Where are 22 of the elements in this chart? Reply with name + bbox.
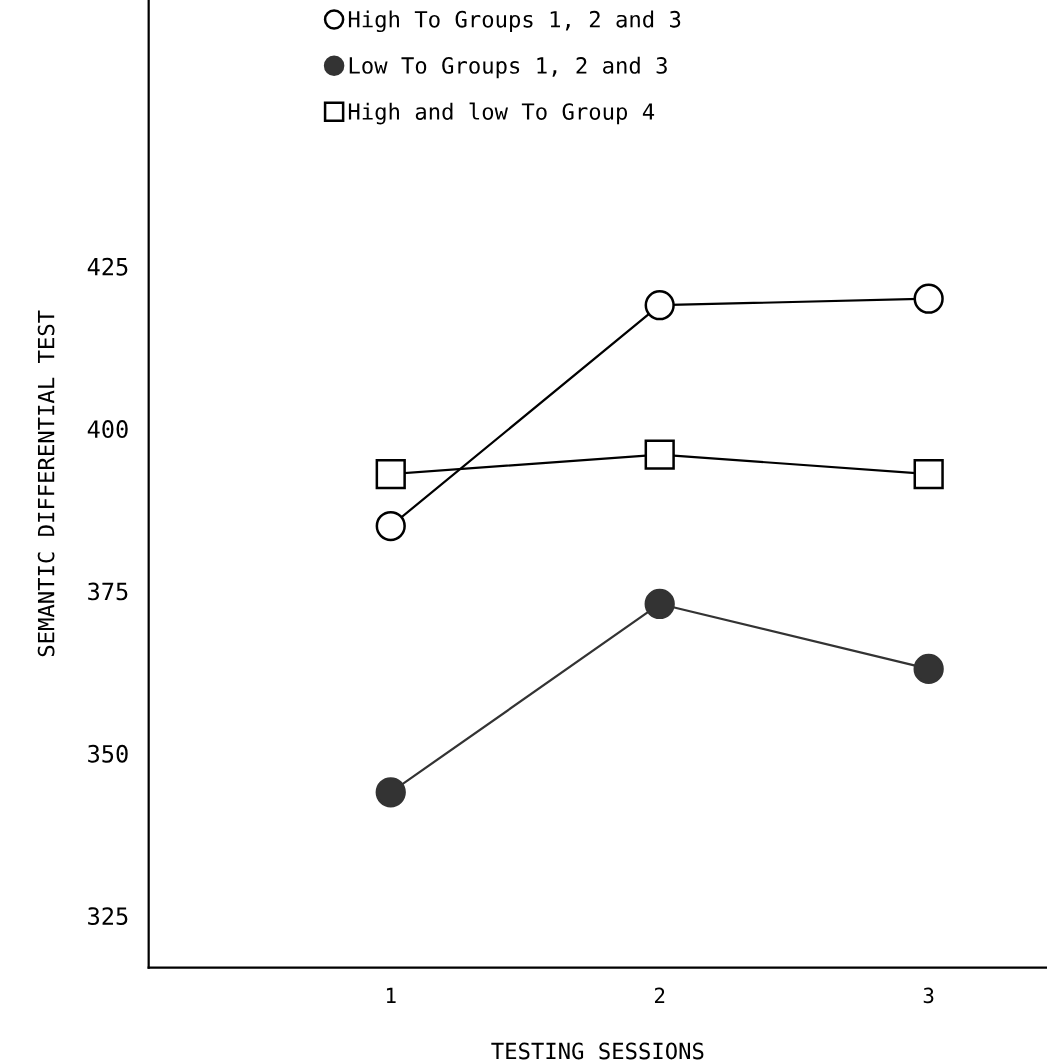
point [913, 283, 944, 314]
y-tick-label: 425 [87, 257, 128, 276]
point [644, 588, 675, 620]
y-axis-title: SEMANTIC DIFFERENTIAL TEST [37, 310, 55, 657]
y-tick-label: 400 [87, 420, 128, 438]
y-tick-label: 350 [88, 744, 128, 763]
x-tick-label: 3 [923, 987, 934, 1004]
point [644, 290, 675, 321]
point [913, 653, 944, 685]
point [375, 777, 406, 808]
y-tick-label: 375 [88, 582, 128, 601]
y-tick-label: 325 [88, 907, 128, 926]
x-tick-label: 2 [654, 987, 665, 1004]
point [913, 458, 944, 490]
x-axis-title: TESTING SESSIONS [491, 1042, 704, 1060]
point [644, 439, 675, 470]
point [375, 458, 406, 490]
point [375, 510, 406, 542]
legend-label: Low To Groups 1, 2 and 3 [349, 56, 667, 79]
legend-label: High and low To Group 4 [348, 102, 655, 125]
legend-label: High To Groups 1, 2 and 3 [348, 10, 681, 33]
x-tick-label: 1 [386, 987, 396, 1004]
